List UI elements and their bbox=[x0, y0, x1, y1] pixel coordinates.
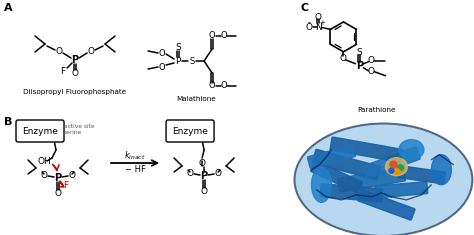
Text: O: O bbox=[221, 31, 228, 40]
Circle shape bbox=[390, 161, 397, 168]
Text: O: O bbox=[215, 169, 221, 179]
Text: O: O bbox=[340, 54, 347, 63]
Text: S: S bbox=[175, 43, 181, 51]
Text: O: O bbox=[187, 169, 193, 179]
Text: O: O bbox=[315, 13, 322, 22]
Text: Diisopropyl Fluorophosphate: Diisopropyl Fluorophosphate bbox=[23, 89, 127, 95]
FancyBboxPatch shape bbox=[330, 137, 403, 162]
Circle shape bbox=[395, 169, 400, 175]
Text: +: + bbox=[319, 20, 326, 26]
Text: S: S bbox=[190, 56, 195, 66]
Text: P: P bbox=[175, 56, 181, 66]
Text: Malathione: Malathione bbox=[176, 96, 216, 102]
Text: OH: OH bbox=[37, 157, 51, 167]
Text: -: - bbox=[307, 18, 310, 27]
Text: A: A bbox=[4, 3, 13, 13]
Circle shape bbox=[389, 168, 394, 173]
Text: O: O bbox=[69, 172, 75, 180]
Text: F: F bbox=[64, 181, 69, 191]
Text: − HF: − HF bbox=[125, 164, 146, 173]
Text: serine: serine bbox=[64, 130, 82, 135]
FancyBboxPatch shape bbox=[337, 167, 405, 192]
FancyBboxPatch shape bbox=[166, 120, 214, 142]
Text: Enzyme: Enzyme bbox=[22, 126, 58, 136]
Text: O: O bbox=[88, 47, 94, 56]
Text: O: O bbox=[55, 188, 62, 197]
FancyBboxPatch shape bbox=[310, 161, 362, 193]
FancyBboxPatch shape bbox=[320, 184, 383, 202]
Ellipse shape bbox=[385, 158, 408, 176]
Text: O: O bbox=[209, 31, 215, 40]
FancyBboxPatch shape bbox=[397, 166, 446, 184]
Text: P: P bbox=[72, 55, 79, 65]
FancyBboxPatch shape bbox=[308, 145, 356, 168]
Text: O: O bbox=[368, 56, 375, 65]
Text: F: F bbox=[61, 67, 65, 75]
Text: S: S bbox=[356, 48, 362, 57]
Text: P: P bbox=[201, 171, 208, 181]
Text: Parathione: Parathione bbox=[357, 107, 396, 113]
Text: P: P bbox=[356, 61, 363, 71]
Ellipse shape bbox=[294, 124, 473, 235]
Text: P: P bbox=[55, 173, 62, 183]
Ellipse shape bbox=[431, 155, 451, 185]
Text: O: O bbox=[159, 63, 165, 71]
Text: $k_{inact}$: $k_{inact}$ bbox=[124, 150, 146, 162]
Text: O: O bbox=[201, 188, 208, 196]
Text: O: O bbox=[305, 23, 312, 32]
Text: active site: active site bbox=[64, 124, 95, 129]
Text: N: N bbox=[315, 23, 322, 32]
Text: O: O bbox=[40, 172, 47, 180]
Text: O: O bbox=[199, 158, 206, 168]
FancyBboxPatch shape bbox=[312, 149, 381, 180]
FancyBboxPatch shape bbox=[375, 182, 428, 198]
FancyBboxPatch shape bbox=[363, 147, 420, 178]
Text: O: O bbox=[368, 67, 375, 76]
Text: O: O bbox=[55, 47, 63, 56]
FancyBboxPatch shape bbox=[16, 120, 64, 142]
Circle shape bbox=[397, 165, 403, 171]
Ellipse shape bbox=[399, 140, 424, 160]
Text: O: O bbox=[72, 70, 79, 78]
Ellipse shape bbox=[311, 167, 331, 202]
Text: B: B bbox=[4, 117, 12, 127]
Text: O: O bbox=[221, 82, 228, 90]
Text: Enzyme: Enzyme bbox=[172, 126, 208, 136]
Text: O: O bbox=[159, 48, 165, 58]
Text: C: C bbox=[300, 3, 308, 13]
Text: O: O bbox=[209, 82, 215, 90]
FancyBboxPatch shape bbox=[358, 190, 415, 220]
